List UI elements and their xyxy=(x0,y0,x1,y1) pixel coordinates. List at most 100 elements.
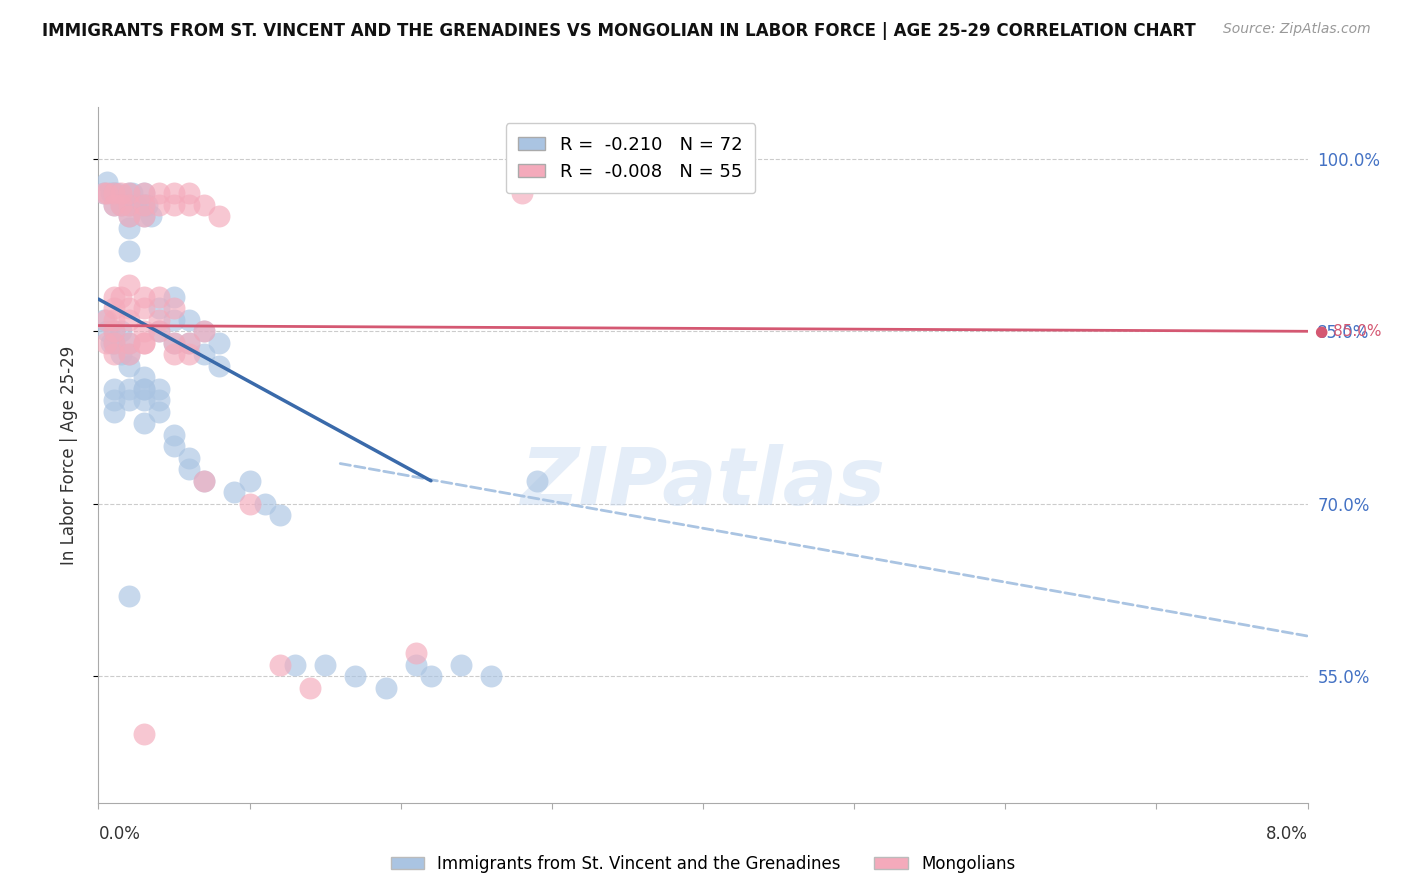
Point xyxy=(103,335,125,350)
Point xyxy=(110,198,132,212)
Point xyxy=(132,335,155,350)
Point xyxy=(110,347,132,361)
Point xyxy=(163,439,186,453)
Point xyxy=(110,186,132,201)
Point xyxy=(105,186,128,201)
Legend: R =  -0.210   N = 72, R =  -0.008   N = 55: R = -0.210 N = 72, R = -0.008 N = 55 xyxy=(506,123,755,194)
Point xyxy=(118,313,141,327)
Point xyxy=(132,209,155,223)
Point xyxy=(163,198,186,212)
Point xyxy=(239,497,262,511)
Point xyxy=(118,589,141,603)
Point xyxy=(253,497,276,511)
Point xyxy=(239,474,262,488)
Point xyxy=(118,335,141,350)
Point xyxy=(132,290,155,304)
Text: 0.0%: 0.0% xyxy=(98,825,141,843)
Point xyxy=(93,313,115,327)
Point xyxy=(132,209,155,223)
Point xyxy=(148,382,170,396)
Point xyxy=(299,681,322,695)
Point xyxy=(118,347,141,361)
Point xyxy=(450,657,472,672)
Point xyxy=(118,244,141,258)
Point xyxy=(132,198,155,212)
Point xyxy=(100,335,122,350)
Text: Source: ZipAtlas.com: Source: ZipAtlas.com xyxy=(1223,22,1371,37)
Point xyxy=(193,474,215,488)
Point xyxy=(148,324,170,338)
Text: 8.0%: 8.0% xyxy=(1265,825,1308,843)
Point xyxy=(148,393,170,408)
Point xyxy=(148,301,170,316)
Point xyxy=(132,301,155,316)
Point xyxy=(100,186,122,201)
Point xyxy=(132,324,155,338)
Point xyxy=(179,347,201,361)
Point xyxy=(94,313,117,327)
Point xyxy=(93,186,115,201)
Point xyxy=(163,301,186,316)
Point xyxy=(132,186,155,201)
Point xyxy=(132,335,155,350)
Point xyxy=(163,427,186,442)
Point xyxy=(93,186,115,201)
Point xyxy=(284,657,307,672)
Point xyxy=(193,474,215,488)
Point xyxy=(103,290,125,304)
Point xyxy=(163,186,186,201)
Point xyxy=(269,657,291,672)
Point xyxy=(193,198,215,212)
Point xyxy=(179,186,201,201)
Point xyxy=(148,186,170,201)
Point xyxy=(179,462,201,476)
Point xyxy=(96,175,118,189)
Point xyxy=(118,198,141,212)
Point xyxy=(118,301,141,316)
Point xyxy=(148,198,170,212)
Point xyxy=(118,335,141,350)
Point xyxy=(420,669,443,683)
Point xyxy=(96,324,118,338)
Point xyxy=(405,657,427,672)
Point xyxy=(110,324,132,338)
Point xyxy=(103,324,125,338)
Point xyxy=(148,313,170,327)
Text: ● 85.0%: ● 85.0% xyxy=(1315,324,1381,339)
Point xyxy=(132,198,155,212)
Point xyxy=(179,313,201,327)
Point xyxy=(148,290,170,304)
Point xyxy=(141,209,163,223)
Point xyxy=(179,335,201,350)
Point xyxy=(118,209,141,223)
Point xyxy=(179,450,201,465)
Point xyxy=(179,335,201,350)
Point xyxy=(526,474,548,488)
Point xyxy=(208,359,231,373)
Y-axis label: In Labor Force | Age 25-29: In Labor Force | Age 25-29 xyxy=(59,345,77,565)
Point xyxy=(193,347,215,361)
Point xyxy=(94,335,117,350)
Point xyxy=(163,290,186,304)
Point xyxy=(193,324,215,338)
Point xyxy=(103,335,125,350)
Point xyxy=(132,370,155,384)
Point xyxy=(193,324,215,338)
Point xyxy=(103,405,125,419)
Point xyxy=(121,186,143,201)
Point xyxy=(208,209,231,223)
Point xyxy=(118,198,141,212)
Text: ZIPatlas: ZIPatlas xyxy=(520,443,886,522)
Point xyxy=(148,405,170,419)
Point xyxy=(110,198,132,212)
Point xyxy=(118,359,141,373)
Point xyxy=(374,681,396,695)
Point xyxy=(118,347,141,361)
Point xyxy=(132,393,155,408)
Point xyxy=(103,301,125,316)
Point xyxy=(118,186,141,201)
Point xyxy=(510,186,533,201)
Point xyxy=(481,669,503,683)
Point xyxy=(103,393,125,408)
Point xyxy=(118,278,141,293)
